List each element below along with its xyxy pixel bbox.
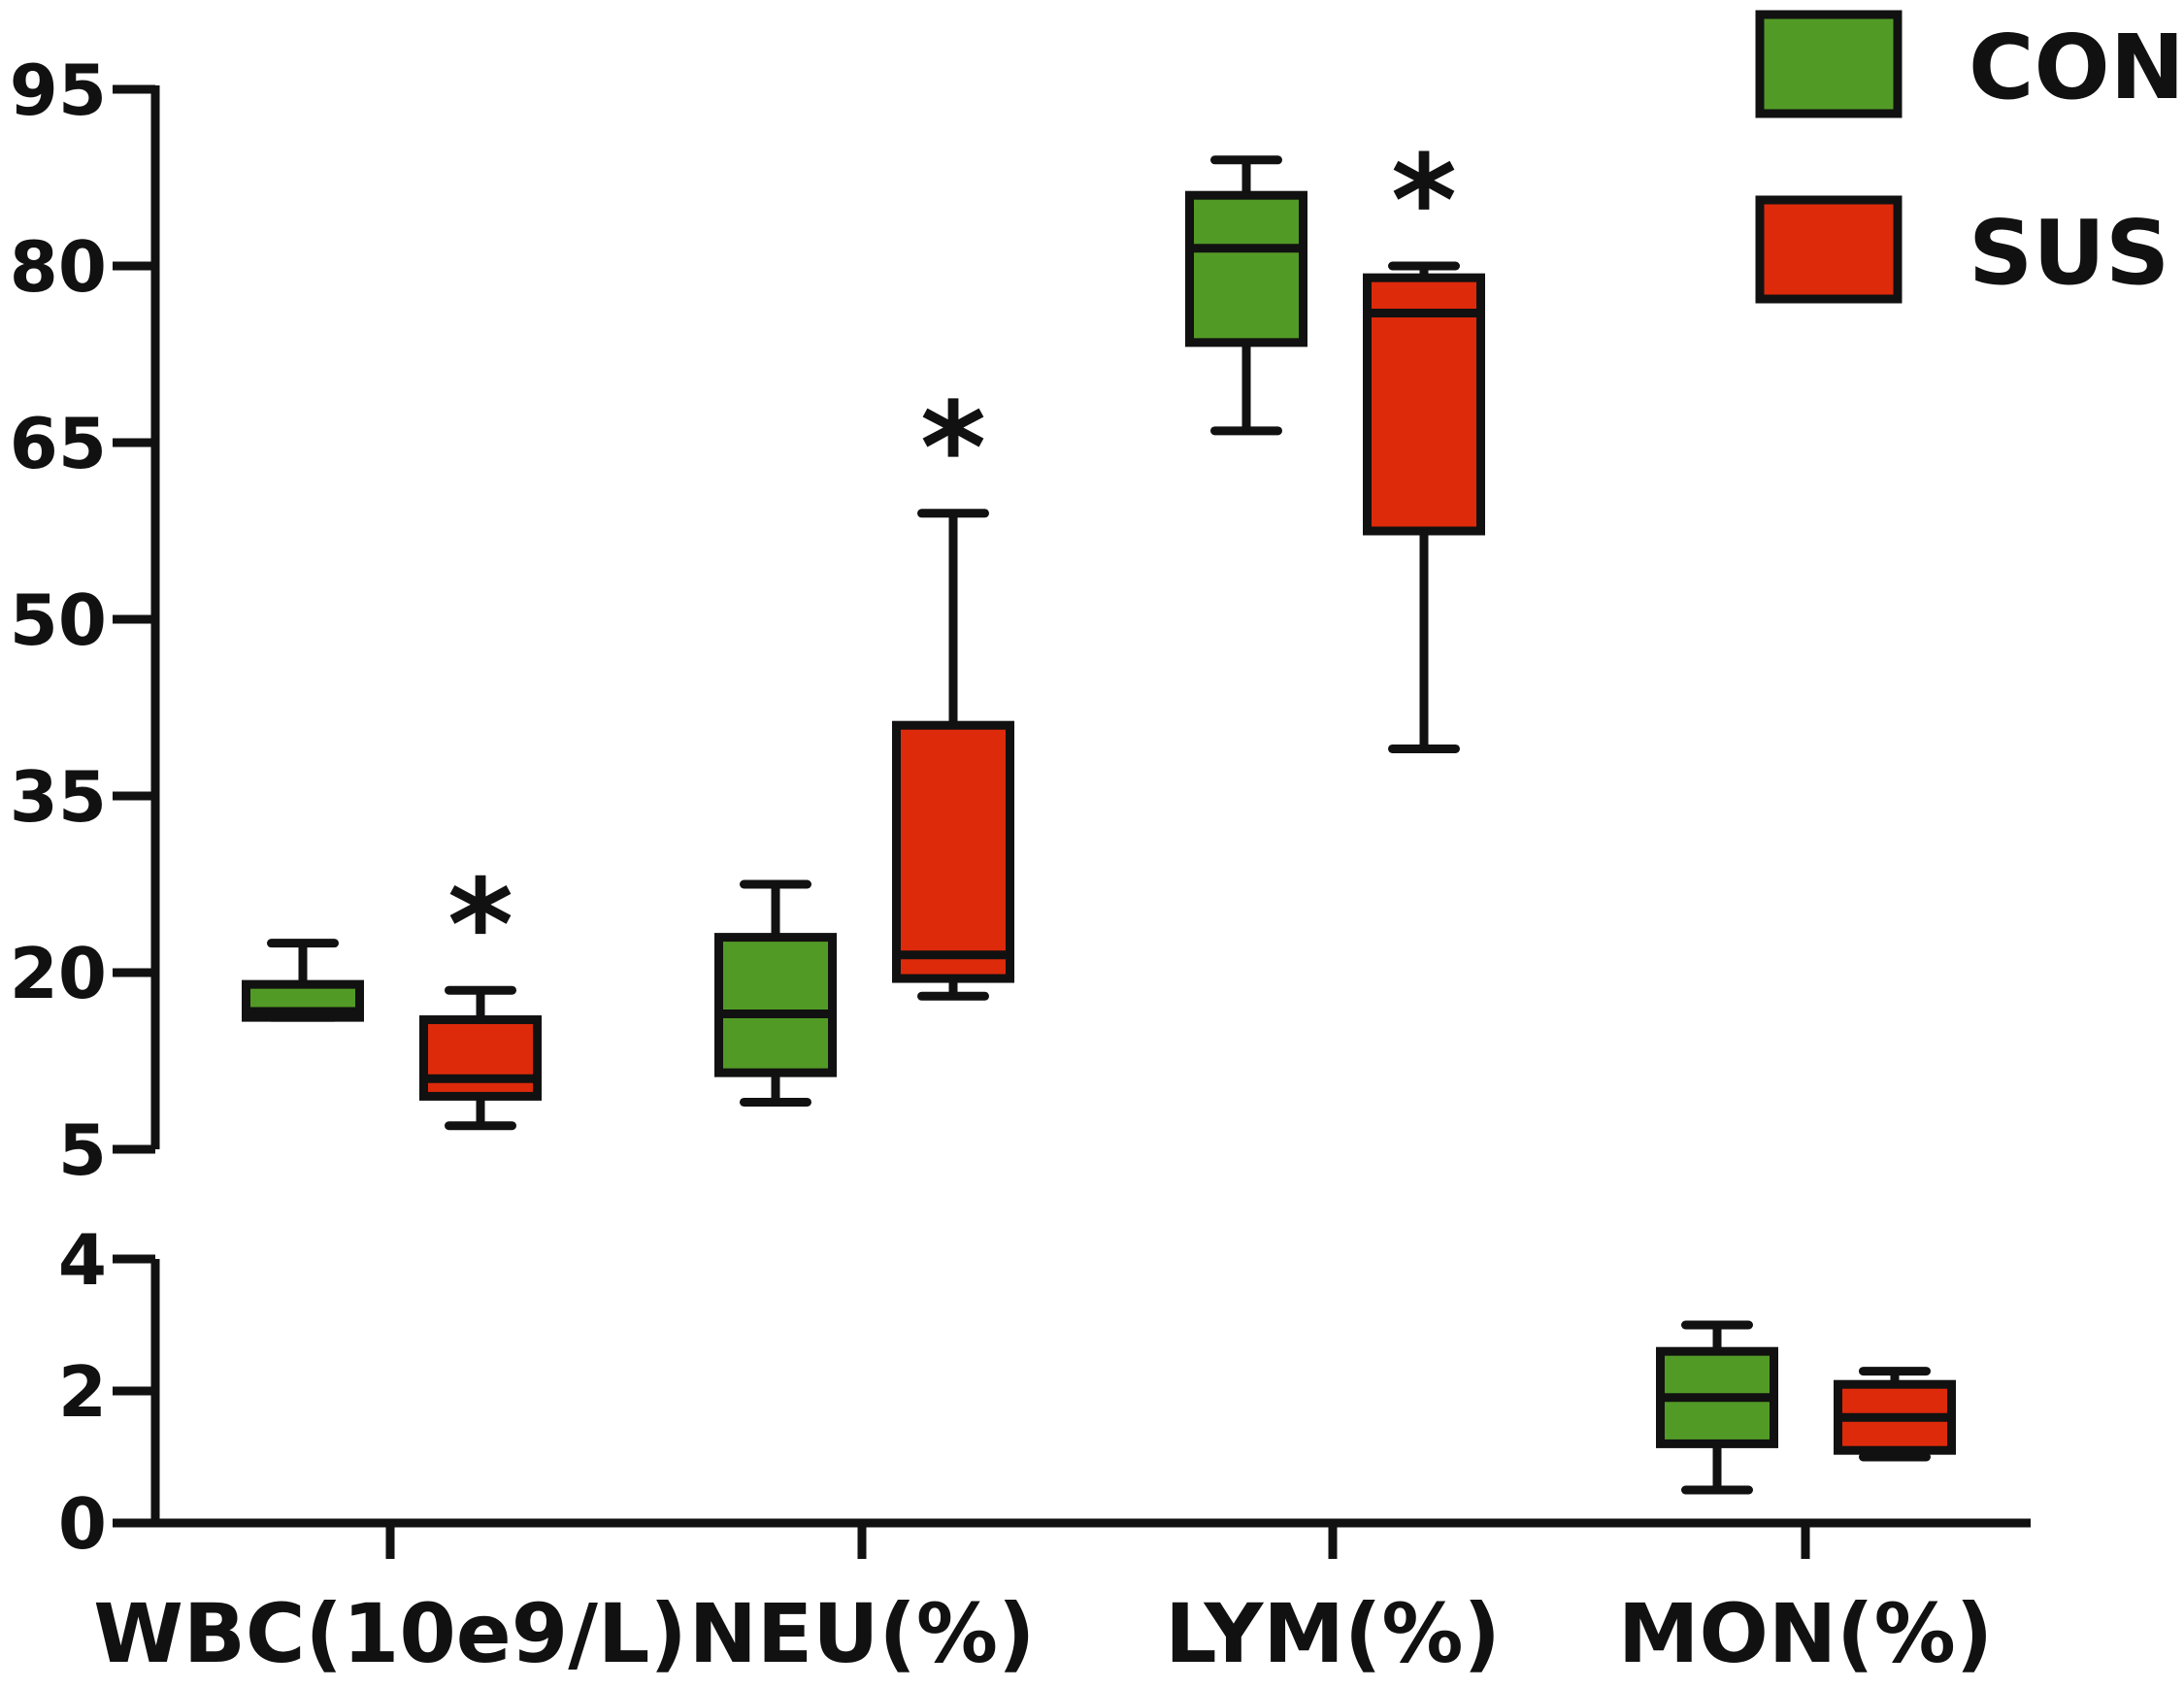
y-tick-label: 5: [58, 1109, 107, 1191]
box-sus: *: [1363, 127, 1485, 753]
box-con: [1185, 155, 1307, 436]
axes: [150, 85, 2031, 1528]
x-tick-label: WBC(10e9/L): [93, 1586, 687, 1681]
x-tick-label: NEU(%): [689, 1586, 1036, 1681]
box-sus: *: [419, 851, 542, 1131]
y-ticks-lower: 4 2 0: [58, 1219, 155, 1565]
box-iqr: [892, 720, 1014, 983]
significance-marker: *: [1391, 127, 1457, 275]
x-tick-label: MON(%): [1618, 1586, 1993, 1681]
y-tick-label: 95: [10, 50, 107, 131]
box-sus: [1834, 1367, 1956, 1462]
y-tick-label: 0: [58, 1483, 107, 1565]
legend-label-sus: SUS: [1969, 201, 2169, 305]
box-series: * * *: [242, 127, 1956, 1495]
x-ticks: WBC(10e9/L) NEU(%) LYM(%) MON(%): [93, 1523, 1993, 1681]
box-con: [1656, 1320, 1778, 1495]
y-tick-label: 20: [10, 933, 107, 1014]
y-tick-label: 80: [10, 226, 107, 308]
box-iqr: [1363, 273, 1485, 536]
significance-marker: *: [920, 375, 986, 522]
box-con: [714, 879, 837, 1107]
box-iqr: [419, 1015, 542, 1101]
x-tick-label: LYM(%): [1165, 1586, 1501, 1681]
y-tick-label: 65: [10, 403, 107, 484]
box-iqr: [1185, 190, 1307, 348]
legend-swatch-sus: [1755, 195, 1903, 304]
box-iqr: [714, 933, 837, 1077]
box-sus: *: [892, 375, 1014, 1001]
box-con: [242, 939, 364, 1022]
y-tick-label: 35: [10, 756, 107, 838]
y-tick-label: 50: [10, 579, 107, 661]
legend-label-con: CON: [1969, 16, 2184, 119]
legend: CON SUS: [1755, 10, 2184, 305]
significance-marker: *: [447, 851, 513, 999]
y-ticks-upper: 95 80 65 50 35 20 5: [10, 50, 155, 1191]
legend-swatch-con: [1755, 10, 1903, 118]
y-tick-label: 2: [58, 1351, 107, 1433]
y-tick-label: 4: [58, 1219, 107, 1301]
